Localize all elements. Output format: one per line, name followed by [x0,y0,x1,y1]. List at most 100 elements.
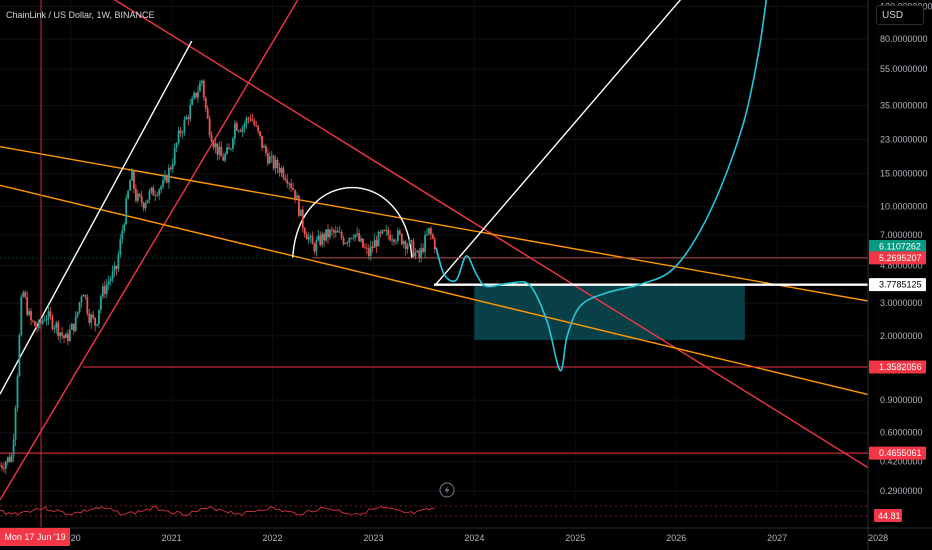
candle-body [160,186,163,190]
candle-body [6,457,9,463]
candle-body [344,243,347,245]
candle-body [86,296,89,314]
candle-body [332,230,335,233]
candle-body [381,230,384,234]
candle-body [55,322,58,328]
candle-body [398,230,401,234]
price-tick-label: 2.0000000 [880,331,923,341]
time-tick-label: 2025 [565,533,585,543]
currency-button[interactable]: USD [876,5,924,25]
candle-body [191,98,194,105]
candle-body [2,467,5,469]
candle-body [103,286,106,294]
candle-body [241,127,244,132]
candle-body [195,92,197,98]
cup-arc [291,186,413,258]
candle-body [284,177,287,181]
candle-body [123,224,126,231]
candle-body [22,292,25,297]
candle-body [389,234,392,241]
candle-body [276,159,279,168]
candle-body [257,125,260,132]
candle-body [183,119,186,133]
candle-body [148,191,151,200]
trend-line [113,0,868,469]
candle-body [247,118,250,119]
candle-body [346,242,349,244]
candle-body [360,238,362,242]
time-tick-label: 2023 [363,533,383,543]
candle-body [321,233,324,245]
trend-line [0,145,868,302]
candle-body [270,155,273,157]
candle-body [164,175,166,181]
candle-body [412,240,415,257]
price-tick-label: 4.8000000 [880,260,923,270]
candle-body [47,311,50,320]
candle-body [426,233,428,235]
candle-body [92,314,95,318]
candle-body [202,80,205,98]
candle-body [404,241,407,250]
candle-body [307,236,310,240]
candle-body [169,167,172,170]
candle-body [410,240,413,241]
candle-body [121,230,124,240]
candle-body [369,246,372,256]
candle-body [204,97,207,109]
candle-body [263,146,265,148]
candle-body [133,171,135,189]
candle-body [208,118,211,136]
candle-body [406,245,409,250]
candle-body [395,240,397,242]
candle-body [181,132,184,134]
price-tick-label: 0.6000000 [880,428,923,438]
candle-body [32,320,34,322]
candle-body [311,235,314,245]
candle-body [352,237,355,239]
candle-body [379,232,382,234]
candle-body [420,248,423,258]
trend-drawings [0,0,868,500]
candle-body [431,234,434,239]
candle-body [70,323,73,330]
candle-body [367,248,370,256]
candle-body [18,335,21,377]
candle-body [199,83,201,92]
candle-body [136,193,139,201]
candle-body [342,237,345,244]
indicator-line [0,506,436,516]
candle-body [272,155,275,169]
time-axis[interactable]: 2020 2021 2022 2023 2024 2025 2026 2027 2028 [61,533,888,543]
candle-body [90,314,93,323]
candle-body [152,187,155,196]
candle-body [232,138,234,149]
candle-body [187,117,190,120]
candle-body [385,229,388,231]
trend-line [0,40,193,395]
candle-body [243,123,246,128]
candle-body [177,130,180,144]
price-tick-label: 0.4200000 [880,456,923,466]
candle-body [100,296,102,310]
candle-body [142,202,145,209]
candle-body [119,239,122,255]
time-tick-label: 2024 [464,533,484,543]
candle-body [24,292,27,297]
candle-body [65,333,67,339]
candle-body [348,237,351,243]
candle-body [408,240,411,246]
lightning-icon[interactable] [439,482,455,498]
candle-body [51,316,54,329]
candle-body [28,311,31,315]
candle-body [259,131,261,136]
candle-body [109,279,112,282]
candle-body [239,130,242,132]
candle-body [175,143,178,148]
candle-body [433,238,436,249]
candle-body [235,123,238,131]
candle-body [4,462,7,469]
candle-body [167,167,170,183]
time-tick-label: 2028 [868,533,888,543]
